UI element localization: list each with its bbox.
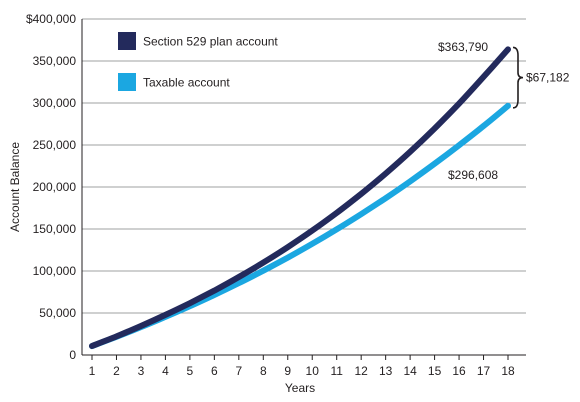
x-tick-label: 12 <box>354 364 368 378</box>
x-tick-label: 18 <box>501 364 515 378</box>
x-tick-label: 11 <box>330 364 343 378</box>
y-tick-label: 350,000 <box>33 54 77 68</box>
series-line-taxable <box>89 102 511 350</box>
y-axis-label: Account Balance <box>8 142 22 232</box>
x-tick-label: 13 <box>379 364 393 378</box>
y-axis-tick-labels: 0 50,000 100,000 150,000 200,000 250,000 300,0… <box>26 12 76 362</box>
y-tick-label: 100,000 <box>33 264 77 278</box>
legend-label-taxable: Taxable account <box>143 76 230 90</box>
grid-lines <box>82 18 526 314</box>
x-tick-label: 2 <box>113 364 120 378</box>
x-tick-label: 15 <box>428 364 442 378</box>
axes <box>81 19 526 360</box>
series-line-section-529 <box>89 46 511 349</box>
y-tick-label: 50,000 <box>39 306 76 320</box>
difference-label: $67,182 <box>526 71 570 85</box>
x-tick-label: 4 <box>162 364 169 378</box>
x-tick-label: 17 <box>477 364 491 378</box>
x-tick-label: 5 <box>187 364 194 378</box>
x-tick-label: 9 <box>284 364 291 378</box>
end-value-label-section-529: $363,790 <box>438 40 488 54</box>
y-tick-label: 300,000 <box>33 96 77 110</box>
x-tick-label: 7 <box>235 364 242 378</box>
end-value-label-taxable: $296,608 <box>448 168 498 182</box>
x-tick-label: 6 <box>211 364 218 378</box>
y-tick-label: 0 <box>69 348 76 362</box>
x-tick-label: 3 <box>138 364 145 378</box>
series-lines <box>89 46 511 350</box>
difference-brace <box>512 46 524 109</box>
y-tick-label: 150,000 <box>33 222 77 236</box>
x-tick-label: 8 <box>260 364 267 378</box>
y-tick-label: 200,000 <box>33 180 77 194</box>
legend-swatch-taxable <box>118 73 136 91</box>
legend: Section 529 plan account Taxable account <box>118 32 278 91</box>
x-tick-label: 10 <box>306 364 320 378</box>
x-tick-label: 14 <box>403 364 417 378</box>
x-tick-label: 1 <box>89 364 96 378</box>
y-tick-label: 250,000 <box>33 138 77 152</box>
legend-label-section-529: Section 529 plan account <box>143 35 278 49</box>
y-tick-label: $400,000 <box>26 12 76 26</box>
x-tick-label: 16 <box>452 364 466 378</box>
legend-swatch-section-529 <box>118 32 136 50</box>
x-axis-label: Years <box>285 381 315 395</box>
x-axis-tick-labels: 1 2 3 4 5 6 7 8 9 10 11 12 13 14 15 16 17 18 <box>89 364 515 378</box>
